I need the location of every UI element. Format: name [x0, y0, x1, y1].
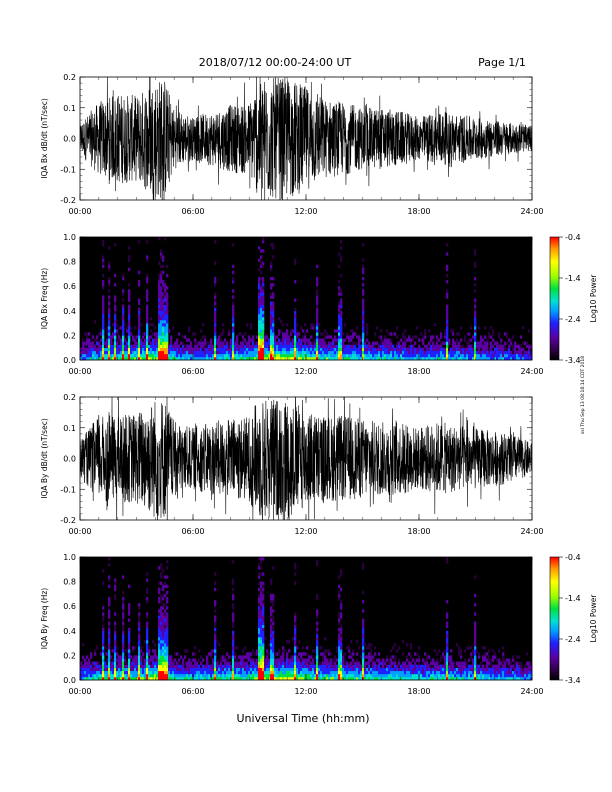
x-tick-label: 00:00 [68, 687, 91, 696]
x-tick-label: 06:00 [181, 207, 204, 216]
colorbar-gradient [549, 556, 560, 681]
panel-3: -0.2 -0.1 0.0 0.1 0.2 00:00 06:00 12:00 18:00 24:… [40, 393, 544, 536]
trace-line [80, 77, 532, 200]
x-tick-label: 24:00 [520, 207, 543, 216]
side-note: ssl Thu Sep 13 08:18:14 CDT 2018 [580, 356, 586, 434]
y-tick-label: 0.6 [63, 282, 76, 291]
trace-line [80, 397, 532, 520]
y-tick-label: 0.4 [63, 627, 76, 636]
x-tick-label: 00:00 [68, 527, 91, 536]
colorbar-tick-label: -2.4 [565, 635, 581, 644]
colorbar-label: Log10 Power [589, 274, 598, 323]
page-title: 2018/07/12 00:00-24:00 UT [199, 56, 352, 69]
y-tick-label: 0.2 [63, 331, 76, 340]
y-tick-label: 0.6 [63, 602, 76, 611]
colorbar-tick-label: -3.4 [565, 676, 581, 685]
x-tick-label: 18:00 [407, 527, 430, 536]
y-axis-label: IQA By dB/dt (nT/sec) [40, 418, 49, 499]
x-tick-label: 06:00 [181, 367, 204, 376]
x-tick-label: 06:00 [181, 687, 204, 696]
y-tick-label: 0.1 [63, 104, 76, 113]
y-tick-label: -0.2 [60, 516, 76, 525]
x-tick-label: 24:00 [520, 527, 543, 536]
panels: -0.2 -0.1 0.0 0.1 0.2 00:00 06:00 12:00 18:00 24:… [40, 73, 598, 696]
x-tick-label: 06:00 [181, 527, 204, 536]
x-tick-label: 18:00 [407, 367, 430, 376]
colorbar-tick-label: -0.4 [565, 553, 581, 562]
y-tick-label: 1.0 [63, 553, 76, 562]
y-tick-label: -0.2 [60, 196, 76, 205]
y-tick-label: 0.2 [63, 73, 76, 82]
x-tick-label: 12:00 [294, 207, 317, 216]
y-tick-label: 0.2 [63, 651, 76, 660]
y-tick-label: 0.0 [63, 356, 76, 365]
y-tick-label: 0.8 [63, 258, 76, 267]
x-tick-label: 12:00 [294, 527, 317, 536]
y-tick-label: -0.1 [60, 165, 76, 174]
colorbar: -0.4 -1.4 -2.4 -3.4 Log10 Power [549, 233, 598, 365]
x-tick-label: 24:00 [520, 367, 543, 376]
page-number: Page 1/1 [478, 56, 526, 69]
y-axis-label: IQA Bx Freq (Hz) [40, 268, 49, 330]
x-tick-label: 00:00 [68, 207, 91, 216]
y-tick-label: 1.0 [63, 233, 76, 242]
x-tick-label: 12:00 [294, 367, 317, 376]
colorbar-tick-label: -0.4 [565, 233, 581, 242]
y-axis-label: IQA Bx dB/dt (nT/sec) [40, 98, 49, 179]
x-tick-label: 00:00 [68, 367, 91, 376]
y-tick-label: 0.0 [63, 135, 76, 144]
colorbar-gradient [549, 236, 560, 361]
colorbar-tick-label: -2.4 [565, 315, 581, 324]
colorbar-tick-label: -3.4 [565, 356, 581, 365]
panel-4: -0.4 -1.4 -2.4 -3.4 Log10 Power 0.0 0.2 0.4 0.6 0… [40, 553, 598, 696]
y-tick-label: 0.2 [63, 393, 76, 402]
y-tick-label: 0.8 [63, 578, 76, 587]
colorbar-tick-label: -1.4 [565, 274, 581, 283]
y-tick-label: 0.0 [63, 455, 76, 464]
x-tick-label: 18:00 [407, 687, 430, 696]
y-tick-label: -0.1 [60, 485, 76, 494]
spectrogram-cells [80, 237, 533, 361]
y-axis-label: IQA By Freq (Hz) [40, 588, 49, 650]
y-tick-label: 0.0 [63, 676, 76, 685]
x-tick-label: 24:00 [520, 687, 543, 696]
panel-1: -0.2 -0.1 0.0 0.1 0.2 00:00 06:00 12:00 18:00 24:… [40, 73, 544, 216]
spectrogram-cells [80, 557, 533, 681]
y-tick-label: 0.1 [63, 424, 76, 433]
colorbar: -0.4 -1.4 -2.4 -3.4 Log10 Power [549, 553, 598, 685]
y-tick-label: 0.4 [63, 307, 76, 316]
x-tick-label: 12:00 [294, 687, 317, 696]
colorbar-tick-label: -1.4 [565, 594, 581, 603]
x-axis-label: Universal Time (hh:mm) [237, 712, 370, 725]
colorbar-label: Log10 Power [589, 594, 598, 643]
x-tick-label: 18:00 [407, 207, 430, 216]
panel-2: -0.4 -1.4 -2.4 -3.4 Log10 Power 0.0 0.2 0.4 0.6 0… [40, 233, 598, 376]
